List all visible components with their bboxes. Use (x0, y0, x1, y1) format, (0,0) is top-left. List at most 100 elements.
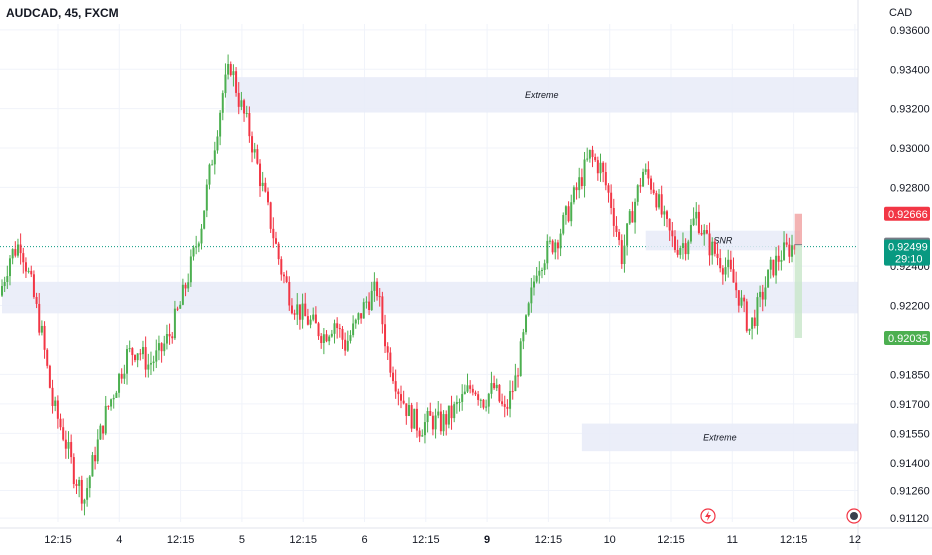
candle-body (296, 304, 299, 315)
candle-body (522, 332, 525, 342)
candle-body (735, 282, 738, 291)
candle-body (301, 303, 304, 320)
x-tick-label: 12:15 (412, 534, 440, 546)
candle-body (759, 291, 762, 298)
candle-body (333, 323, 336, 334)
candle-body (578, 177, 581, 191)
candle-body (245, 112, 248, 114)
candle-body (400, 394, 402, 401)
candle-body (118, 373, 121, 393)
candle-body (187, 282, 190, 289)
candle-body (344, 339, 347, 351)
candle-body (745, 301, 748, 331)
candle-body (772, 259, 775, 276)
price-tag-label: 0.92666 (888, 209, 928, 221)
candle-body (136, 353, 139, 361)
candle-body (509, 391, 512, 409)
candle-body (503, 404, 506, 407)
candle-body (525, 315, 528, 333)
price-tag (884, 330, 930, 345)
candle-body (62, 427, 65, 440)
candle-body (91, 455, 94, 477)
candle-body (740, 297, 743, 306)
candle-body (240, 100, 243, 107)
candle-body (251, 136, 254, 153)
candle-body (16, 244, 19, 256)
x-tick-label: 11 (727, 534, 738, 546)
candle-body (248, 112, 251, 137)
candle-body (487, 393, 490, 407)
candle-body (506, 406, 509, 409)
candle-body (658, 194, 661, 208)
candle-body (152, 361, 155, 364)
candle-body (272, 228, 275, 239)
candle-body (19, 244, 22, 254)
candle-body (48, 365, 51, 388)
y-tick-label: 0.91550 (890, 428, 930, 440)
candle-body (791, 245, 794, 257)
candle-body (51, 387, 54, 406)
candle-body (304, 303, 307, 317)
candle-body (684, 243, 687, 255)
candle-body (477, 394, 480, 400)
candle-body (434, 415, 437, 430)
y-tick-label: 0.93400 (890, 64, 930, 76)
candle-body (469, 385, 472, 389)
candle-body (123, 373, 126, 379)
y-tick-label: 0.92200 (890, 300, 930, 312)
candle-body (775, 255, 778, 276)
candle-body (285, 276, 288, 282)
candle-body (498, 384, 501, 402)
candle-body (530, 287, 533, 304)
candle-body (8, 258, 11, 277)
candle-body (423, 422, 426, 436)
candle-body (171, 336, 174, 339)
position-layer[interactable] (794, 213, 802, 338)
price-tag-label: 0.92499 (888, 242, 928, 254)
x-tick-label: 12:15 (167, 534, 195, 546)
zone-rect (2, 281, 858, 314)
candle-body (330, 333, 333, 337)
x-tick-label: 12 (849, 534, 861, 546)
candle-body (623, 245, 626, 265)
candle-body (559, 233, 562, 249)
candle-body (580, 177, 583, 187)
candle-body (463, 391, 466, 395)
candle-body (312, 314, 315, 320)
candle-body (724, 267, 727, 275)
candle-body (769, 259, 772, 270)
candle-body (354, 319, 357, 324)
candle-body (75, 484, 78, 486)
candle-body (764, 287, 767, 300)
zone-rect (225, 77, 858, 113)
candle-body (126, 349, 129, 374)
x-tick-label: 12:15 (535, 534, 563, 546)
x-tick-label: 12:15 (44, 534, 72, 546)
take-profit-zone (794, 244, 802, 338)
x-tick-label: 4 (116, 534, 122, 546)
candle-body (517, 375, 520, 377)
candle-body (721, 268, 724, 275)
candle-body (551, 240, 554, 253)
candle-body (644, 169, 647, 172)
candle-body (243, 100, 246, 114)
candle-body (511, 391, 514, 393)
candle-body (290, 305, 293, 314)
candle-body (554, 242, 557, 253)
candle-body (229, 63, 232, 76)
candle-body (357, 313, 360, 320)
candle-body (418, 430, 421, 437)
candle-body (141, 347, 144, 355)
candle-body (514, 375, 517, 392)
logo-center-icon (850, 512, 858, 520)
candle-body (586, 158, 589, 160)
candle-body (274, 238, 277, 244)
candle-body (168, 334, 171, 337)
candle-body (165, 334, 168, 344)
candle-body (697, 211, 700, 233)
candle-body (322, 334, 325, 344)
candle-body (328, 336, 331, 342)
